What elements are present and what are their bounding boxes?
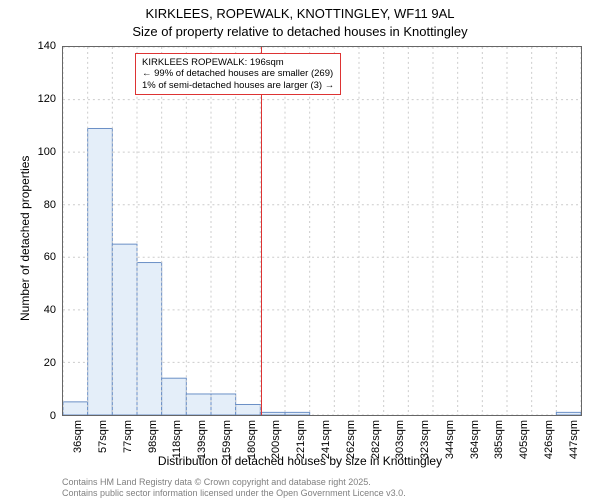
x-tick-label: 405sqm [518, 420, 530, 459]
y-tick-label: 100 [38, 146, 56, 158]
x-tick-label: 323sqm [419, 420, 431, 459]
y-tick-label: 80 [44, 199, 56, 211]
x-tick-label: 344sqm [444, 420, 456, 459]
y-tick-label: 0 [50, 410, 56, 422]
chart-svg [63, 47, 581, 415]
x-tick-label: 180sqm [246, 420, 258, 459]
footer-attribution: Contains HM Land Registry data © Crown c… [62, 477, 406, 498]
x-tick-label: 282sqm [370, 420, 382, 459]
chart-title-main: KIRKLEES, ROPEWALK, KNOTTINGLEY, WF11 9A… [0, 6, 600, 21]
footer-line-1: Contains HM Land Registry data © Crown c… [62, 477, 406, 487]
y-tick-label: 140 [38, 40, 56, 52]
annotation-line: 1% of semi-detached houses are larger (3… [142, 80, 334, 91]
chart-title-sub: Size of property relative to detached ho… [0, 24, 600, 39]
x-tick-label: 200sqm [270, 420, 282, 459]
y-tick-label: 20 [44, 357, 56, 369]
plot-area: KIRKLEES ROPEWALK: 196sqm← 99% of detach… [62, 46, 582, 416]
annotation-line: KIRKLEES ROPEWALK: 196sqm [142, 57, 334, 68]
x-tick-label: 77sqm [122, 420, 134, 453]
x-tick-label: 139sqm [196, 420, 208, 459]
annotation-box: KIRKLEES ROPEWALK: 196sqm← 99% of detach… [135, 53, 341, 95]
y-axis-label: Number of detached properties [18, 156, 32, 321]
x-tick-label: 98sqm [147, 420, 159, 453]
x-tick-label: 426sqm [543, 420, 555, 459]
x-tick-label: 57sqm [97, 420, 109, 453]
x-tick-label: 36sqm [72, 420, 84, 453]
x-tick-label: 118sqm [171, 420, 183, 458]
x-tick-label: 262sqm [345, 420, 357, 459]
x-tick-label: 385sqm [493, 420, 505, 459]
x-tick-label: 303sqm [394, 420, 406, 459]
annotation-line: ← 99% of detached houses are smaller (26… [142, 68, 334, 79]
y-tick-label: 40 [44, 304, 56, 316]
reference-line [261, 47, 262, 415]
y-tick-label: 120 [38, 93, 56, 105]
x-tick-label: 159sqm [221, 420, 233, 459]
x-tick-label: 221sqm [295, 420, 307, 459]
x-tick-label: 241sqm [320, 420, 332, 459]
y-tick-label: 60 [44, 251, 56, 263]
footer-line-2: Contains public sector information licen… [62, 488, 406, 498]
x-tick-label: 364sqm [469, 420, 481, 459]
x-tick-label: 447sqm [568, 420, 580, 459]
